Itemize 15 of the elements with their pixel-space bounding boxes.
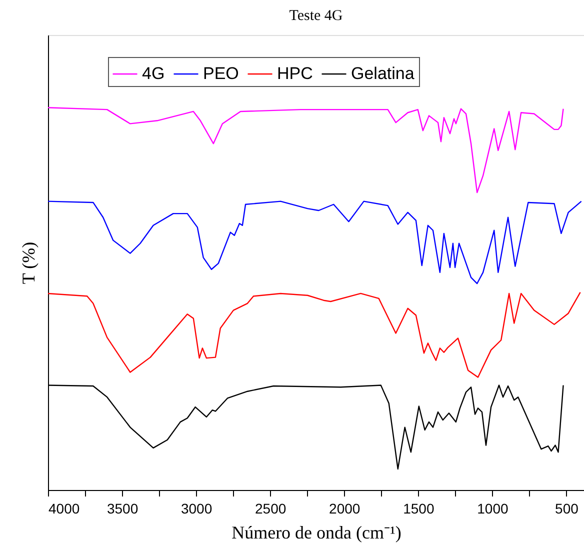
legend-label: 4G	[142, 64, 165, 83]
x-tick-label: 2500	[255, 500, 286, 516]
legend-label: PEO	[203, 64, 239, 83]
legend-label: Gelatina	[351, 64, 415, 83]
chart-title: Teste 4G	[289, 8, 343, 24]
x-tick-label: 500	[555, 500, 579, 516]
x-tick-label: 1500	[403, 500, 434, 516]
x-axis-title: Número de onda (cm⁻¹)	[232, 522, 402, 542]
x-tick-label: 4000	[48, 500, 80, 516]
x-tick-label: 3000	[180, 500, 212, 516]
x-tick-label: 3500	[106, 500, 138, 516]
x-tick-label: 1000	[477, 500, 508, 516]
legend-label: HPC	[277, 64, 313, 83]
x-tick-label: 2000	[329, 500, 360, 516]
y-axis-title: T (%)	[18, 242, 38, 284]
